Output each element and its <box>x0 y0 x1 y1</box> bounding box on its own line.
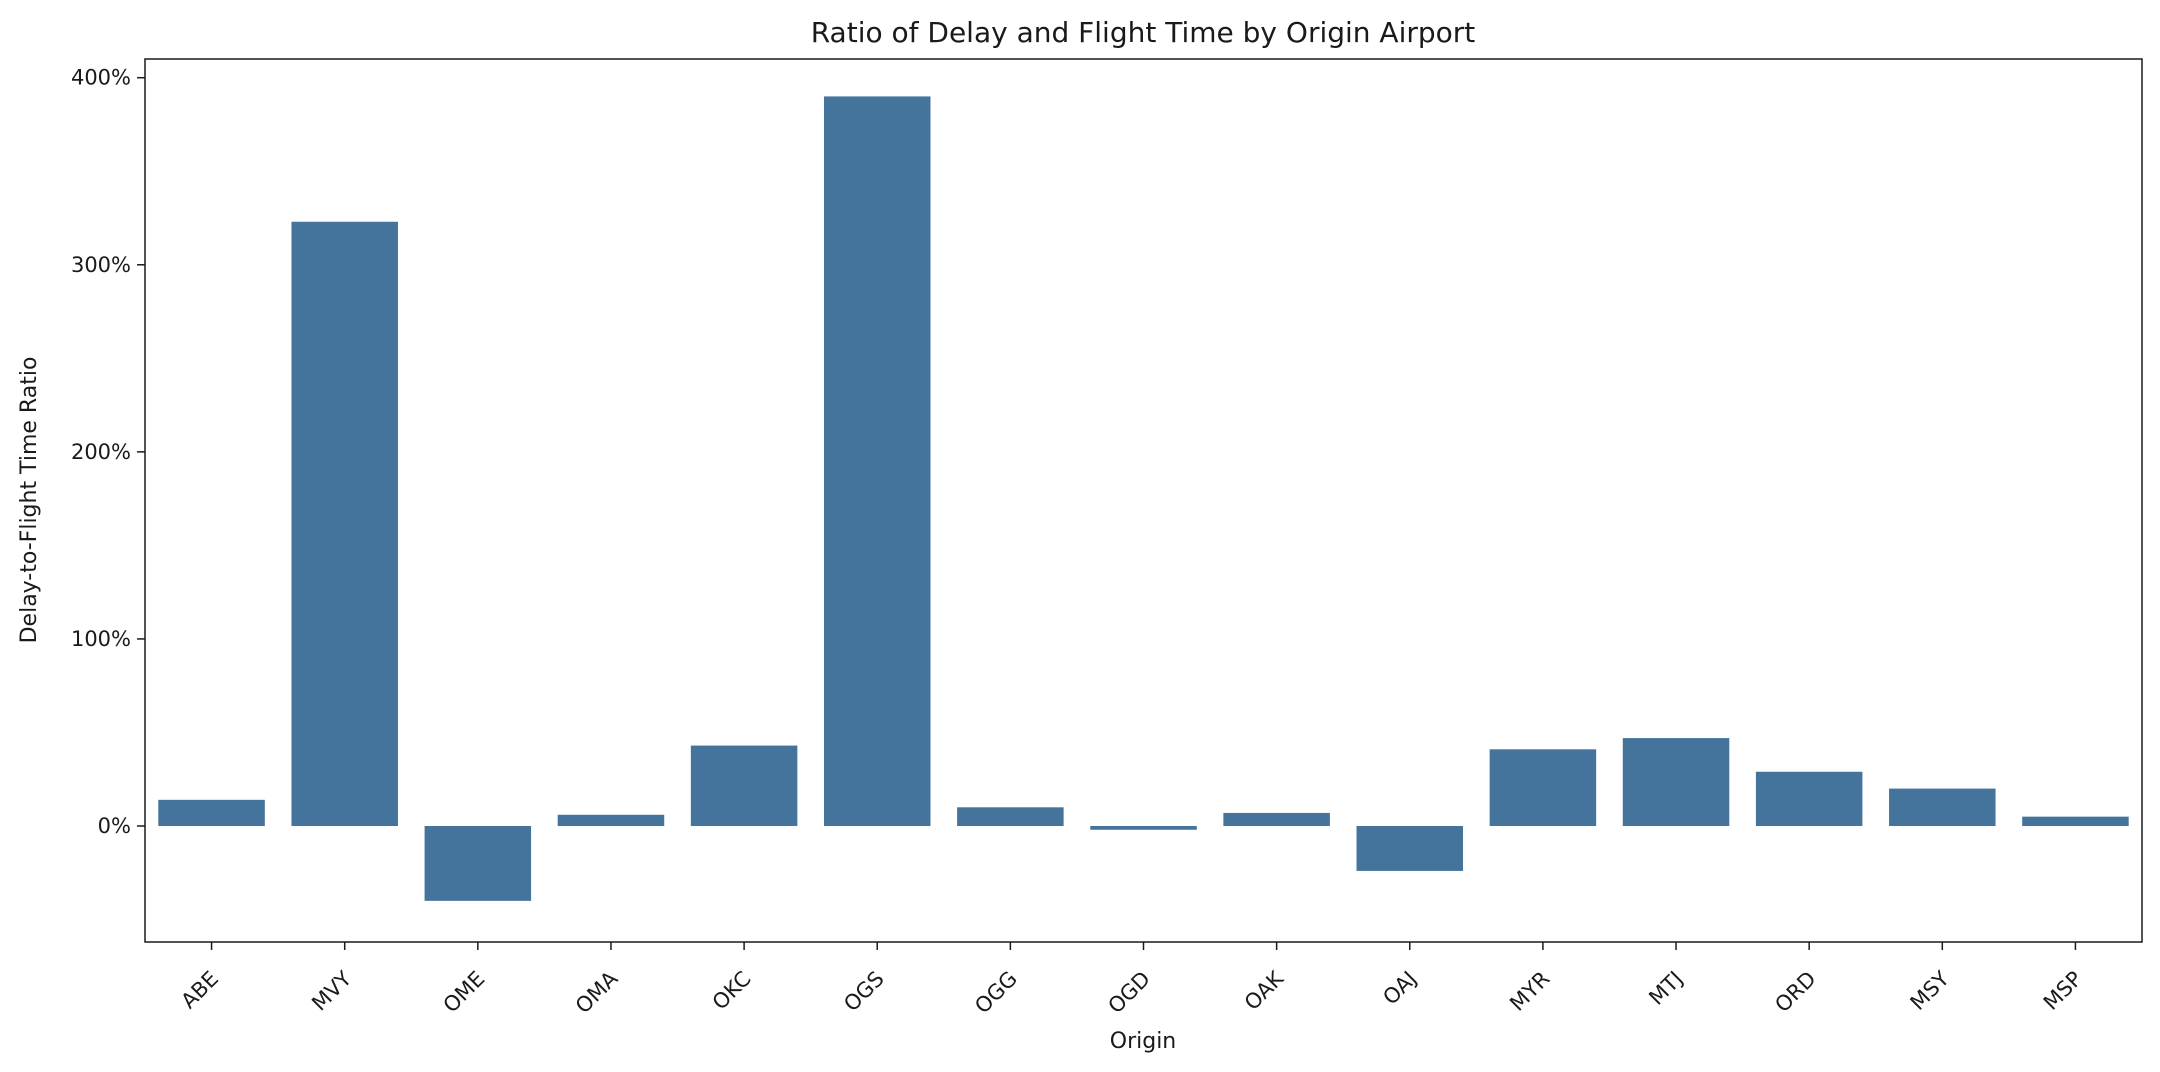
x-tick-label: MVY <box>307 966 356 1015</box>
x-tick-label: OAK <box>1240 966 1289 1015</box>
chart-title: Ratio of Delay and Flight Time by Origin… <box>811 16 1476 49</box>
x-tick-label: OGG <box>970 967 1022 1019</box>
x-tick-label: MSY <box>1906 966 1954 1014</box>
bar-ome <box>425 826 532 901</box>
y-tick-label: 0% <box>98 814 131 838</box>
x-tick-label: OME <box>439 967 490 1018</box>
y-tick-label: 100% <box>71 627 131 651</box>
x-tick-label: OGD <box>1103 967 1155 1019</box>
bar-ogd <box>1090 826 1197 830</box>
x-tick-label: ORD <box>1770 967 1820 1017</box>
x-tick-label: MSP <box>2039 967 2087 1015</box>
y-axis: 0% 100% 200% 300% 400% <box>71 66 145 838</box>
bar-oma <box>558 815 665 826</box>
bar-abe <box>158 800 265 826</box>
x-axis: ABE MVY OME OMA OKC OGS OGG OGD OAK OAJ MYR MTJ ORD M… <box>176 942 2087 1018</box>
x-tick-label: OMA <box>571 966 623 1018</box>
bar-mvy <box>291 222 398 826</box>
bar-msy <box>1889 789 1996 826</box>
bar-okc <box>691 746 798 826</box>
bar-ogg <box>957 807 1064 826</box>
bar-ord <box>1756 772 1863 826</box>
bar-mtj <box>1623 738 1730 826</box>
bar-ogs <box>824 96 931 826</box>
y-tick-label: 200% <box>71 440 131 464</box>
bar-myr <box>1490 749 1597 826</box>
x-tick-label: MTJ <box>1644 967 1687 1010</box>
x-tick-label: ABE <box>176 967 223 1014</box>
bars-group <box>158 96 2128 900</box>
y-tick-label: 400% <box>71 66 131 90</box>
bar-msp <box>2022 817 2129 826</box>
x-tick-label: OGS <box>839 967 889 1017</box>
bar-oaj <box>1357 826 1464 871</box>
x-tick-label: OAJ <box>1378 967 1421 1010</box>
y-tick-label: 300% <box>71 253 131 277</box>
x-tick-label: MYR <box>1505 967 1554 1016</box>
x-axis-label: Origin <box>1110 1029 1177 1054</box>
bar-oak <box>1223 813 1330 826</box>
y-axis-label: Delay-to-Flight Time Ratio <box>17 357 42 644</box>
x-tick-label: OKC <box>708 967 756 1015</box>
